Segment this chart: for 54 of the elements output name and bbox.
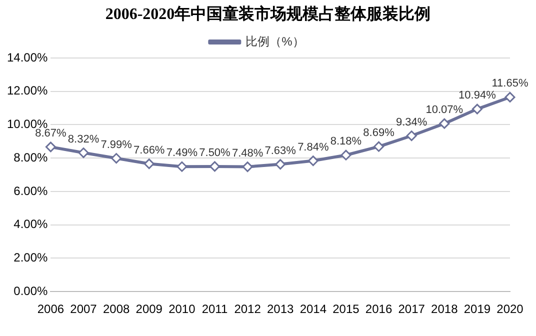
point (144, 158, 154, 170)
data-label: 7.50% (199, 146, 231, 159)
data-label: 7.84% (298, 141, 329, 154)
x-tick-label: 2014 (300, 302, 327, 316)
x-tick-label: 2010 (168, 302, 196, 316)
x-tick-label: 2008 (102, 302, 130, 316)
point (504, 92, 516, 102)
data-label: 8.18% (330, 136, 362, 148)
point (472, 104, 482, 114)
y-tick-label: 6.00% (14, 184, 48, 198)
data-label: 7.66% (134, 144, 165, 156)
y-tick-label: 2.00% (14, 250, 48, 265)
data-label: 7.48% (232, 147, 264, 160)
y-tick-label: 12.00% (6, 84, 48, 98)
x-tick-label: 2017 (398, 302, 426, 316)
legend-label: 比例（%） (246, 34, 304, 48)
point (209, 161, 220, 172)
data-label: 7.49% (166, 147, 198, 160)
point (111, 153, 122, 164)
point (439, 118, 450, 129)
chart-title: 2006-2020年中国童装市场规模占整体服装比例 (104, 4, 432, 25)
point (406, 130, 417, 142)
point (78, 148, 89, 158)
x-tick-label: 2007 (70, 302, 98, 316)
data-label: 11.65% (492, 78, 528, 90)
x-tick-label: 2015 (332, 302, 360, 316)
x-tick-label: 2011 (202, 302, 228, 316)
data-label: 7.99% (100, 138, 132, 151)
data-label: 8.69% (363, 127, 395, 140)
x-tick-label: 2020 (496, 302, 524, 316)
point (176, 161, 188, 172)
point (340, 150, 352, 160)
x-tick-label: 2006 (37, 302, 64, 316)
y-tick-label: 0.00% (14, 284, 48, 298)
data-label: 10.94% (458, 90, 496, 102)
point (374, 141, 384, 152)
data-label: 9.34% (396, 116, 428, 128)
x-tick-label: 2013 (267, 302, 294, 316)
data-label: 10.07% (426, 104, 464, 116)
point (275, 159, 286, 170)
data-label: 7.63% (264, 144, 296, 157)
point (242, 162, 253, 172)
point (308, 156, 318, 166)
y-tick-label: 8.00% (14, 150, 48, 164)
y-tick-label: 14.00% (6, 50, 48, 64)
y-tick-label: 4.00% (14, 217, 48, 232)
data-label: 8.67% (35, 127, 67, 140)
x-tick-label: 2009 (136, 302, 163, 316)
x-tick-label: 2016 (365, 302, 392, 316)
x-tick-label: 2019 (464, 302, 491, 316)
data-label: 8.32% (68, 133, 100, 146)
x-tick-label: 2012 (234, 302, 262, 316)
x-tick-label: 2018 (431, 302, 458, 316)
point (45, 142, 56, 152)
